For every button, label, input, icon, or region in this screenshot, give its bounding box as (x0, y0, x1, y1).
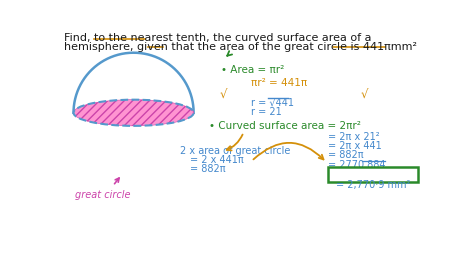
Text: √: √ (220, 89, 228, 102)
Text: • Area = πr²: • Area = πr² (220, 65, 284, 75)
Text: √: √ (361, 89, 368, 102)
Text: Find, to the nearest tenth, the curved surface area of a: Find, to the nearest tenth, the curved s… (64, 34, 371, 43)
Text: = 882π: = 882π (190, 164, 226, 174)
Text: = 2π x 21²: = 2π x 21² (328, 132, 380, 142)
Text: hemisphere, given that the area of the great circle is 441πmm²: hemisphere, given that the area of the g… (64, 42, 417, 52)
Text: r = 21: r = 21 (251, 107, 282, 117)
Text: • Curved surface area = 2πr²: • Curved surface area = 2πr² (209, 121, 361, 131)
Text: = 2770.884...: = 2770.884... (328, 160, 395, 170)
Ellipse shape (73, 100, 194, 126)
Text: = 2,770·9 mm²: = 2,770·9 mm² (336, 180, 410, 190)
Text: πr² = 441π: πr² = 441π (251, 78, 308, 88)
Text: = 2π x 441: = 2π x 441 (328, 141, 382, 151)
Text: 2 x area of great circle: 2 x area of great circle (180, 146, 290, 156)
Bar (328, 167, 419, 182)
Text: = 2 x 441π: = 2 x 441π (190, 155, 244, 165)
Text: great circle: great circle (75, 190, 130, 200)
Text: r = √441: r = √441 (251, 97, 294, 107)
Text: = 882π: = 882π (328, 151, 364, 160)
